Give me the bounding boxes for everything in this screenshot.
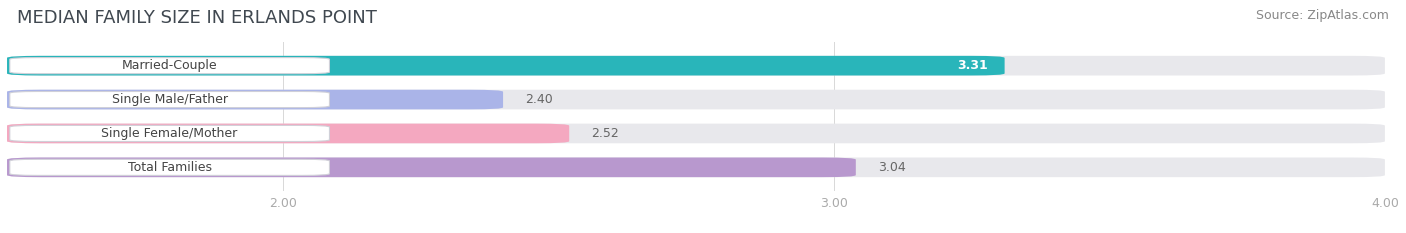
Text: Total Families: Total Families bbox=[128, 161, 212, 174]
Text: Single Female/Mother: Single Female/Mother bbox=[101, 127, 238, 140]
FancyBboxPatch shape bbox=[10, 58, 329, 74]
FancyBboxPatch shape bbox=[10, 125, 329, 141]
FancyBboxPatch shape bbox=[7, 90, 1385, 109]
Text: Source: ZipAtlas.com: Source: ZipAtlas.com bbox=[1256, 9, 1389, 22]
FancyBboxPatch shape bbox=[7, 90, 503, 109]
FancyBboxPatch shape bbox=[10, 159, 329, 175]
Text: 3.04: 3.04 bbox=[877, 161, 905, 174]
FancyBboxPatch shape bbox=[7, 124, 569, 143]
Text: 2.40: 2.40 bbox=[524, 93, 553, 106]
Text: MEDIAN FAMILY SIZE IN ERLANDS POINT: MEDIAN FAMILY SIZE IN ERLANDS POINT bbox=[17, 9, 377, 27]
Text: Single Male/Father: Single Male/Father bbox=[111, 93, 228, 106]
FancyBboxPatch shape bbox=[7, 124, 1385, 143]
FancyBboxPatch shape bbox=[7, 56, 1005, 75]
FancyBboxPatch shape bbox=[10, 92, 329, 108]
Text: 2.52: 2.52 bbox=[592, 127, 619, 140]
FancyBboxPatch shape bbox=[7, 158, 856, 177]
FancyBboxPatch shape bbox=[7, 56, 1385, 75]
Text: 3.31: 3.31 bbox=[957, 59, 988, 72]
FancyBboxPatch shape bbox=[7, 158, 1385, 177]
Text: Married-Couple: Married-Couple bbox=[122, 59, 218, 72]
